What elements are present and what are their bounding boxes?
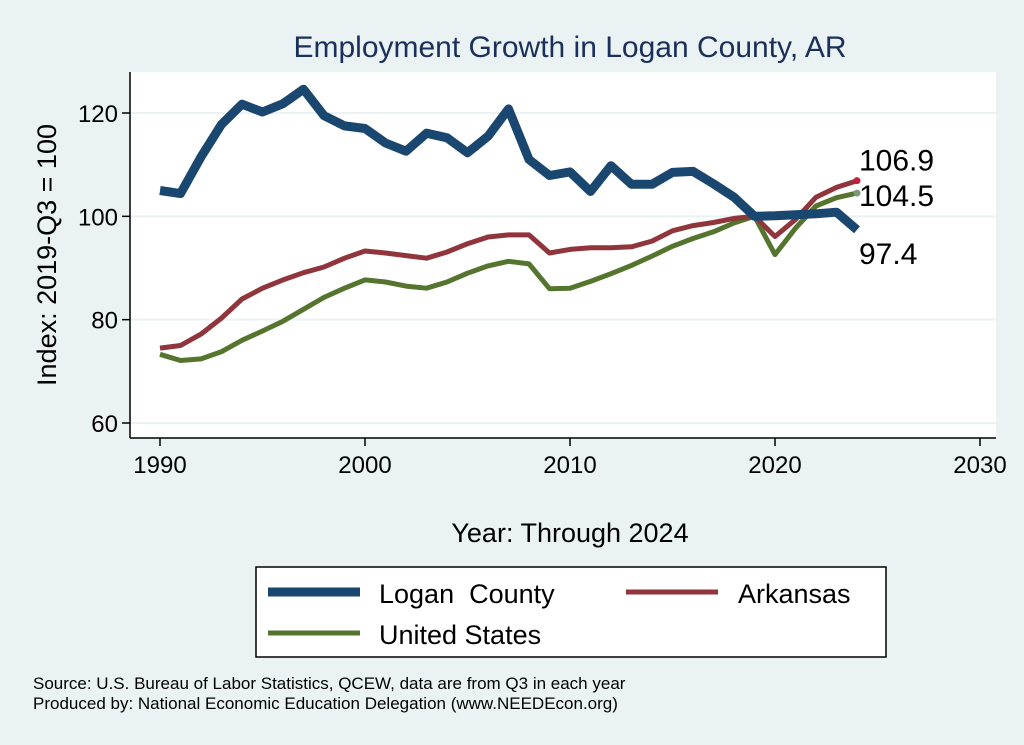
- x-tick-label: 2020: [748, 452, 801, 479]
- chart-title: Employment Growth in Logan County, AR: [293, 31, 846, 64]
- plot-area: [130, 72, 996, 438]
- series-line-arkansas: [159, 178, 858, 351]
- gridlines: [130, 112, 996, 424]
- x-tick-label: 1990: [133, 452, 186, 479]
- y-tick-label: 60: [91, 411, 118, 438]
- source-note: Source: U.S. Bureau of Labor Statistics,…: [33, 674, 626, 693]
- x-axis-label: Year: Through 2024: [451, 518, 688, 548]
- x-tick-label: 2030: [953, 452, 1006, 479]
- series-line-united-states: [159, 190, 858, 363]
- end-label-united-states: 104.5: [859, 180, 934, 213]
- end-point-marker: [853, 189, 861, 197]
- series-lines: [159, 84, 861, 363]
- legend-label-arkansas: Arkansas: [738, 579, 851, 609]
- legend-label-united-states: United States: [379, 620, 541, 650]
- y-tick-label: 100: [78, 204, 118, 231]
- end-point-marker: [853, 177, 861, 185]
- legend-box: [255, 566, 887, 658]
- end-label-arkansas: 106.9: [859, 145, 934, 178]
- y-axis-label: Index: 2019-Q3 = 100: [32, 124, 62, 386]
- producer-note: Produced by: National Economic Education…: [33, 694, 618, 713]
- x-tick-label: 2010: [543, 452, 596, 479]
- x-tick-label: 2000: [338, 452, 391, 479]
- y-tick-label: 120: [78, 101, 118, 128]
- legend-label-logan: Logan County: [379, 579, 555, 609]
- legend: Logan County Arkansas United States: [255, 566, 887, 658]
- axes: 60 80 100 120 1990 2000 2010 2020 2030: [78, 72, 1007, 479]
- y-tick-label: 80: [91, 308, 118, 335]
- end-label-logan-county: 97.4: [859, 238, 917, 271]
- series-line-logan-county: [159, 84, 860, 234]
